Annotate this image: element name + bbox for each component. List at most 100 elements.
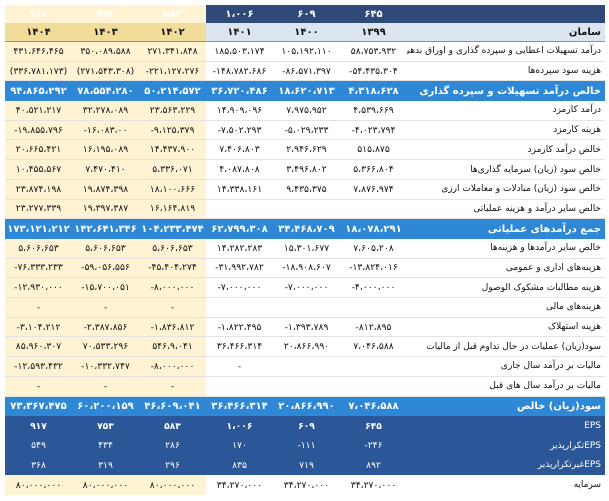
table-row: خالص سود (زیان) مبادلات و معاملات ارزی ۷،… (5, 179, 605, 200)
row-label: EPS (584, 421, 601, 432)
row-value: ۲۰،۶۶۵،۴۲۱ (5, 140, 72, 160)
row-value: ۷،۰۴۶،۵۸۸ (348, 400, 399, 412)
row-label: خالص درآمد تسهیلات و سپرده گذاری (419, 85, 601, 97)
table-row: هزینه‌های اداری و عمومی -۱۳،۸۲۴،۰۱۶ -۱۸،۹۰… (5, 258, 605, 279)
table-row: سود(زیان) عملیات در حال تداوم قبل از مال… (5, 337, 605, 358)
row-value: ۱۸،۱۰۰،۶۶۶ (139, 179, 206, 199)
row-value: -۸۶،۵۷۱،۳۹۷ (282, 65, 331, 77)
financial-table: ۶۴۵ ۶۰۹ ۱،۰۰۶ ۵۸۳ ۷۵۳ ۹۱۷ سامان ۱۳۹۹ ۱۴۰… (5, 5, 605, 495)
table-row: خالص درآمد تسهیلات و سپرده گذاری ۴،۳۱۸،۶۲… (5, 81, 605, 102)
header-top-value: ۱،۰۰۶ (225, 8, 254, 20)
row-value: ۱۴،۲۸۲،۲۸۳ (216, 242, 263, 254)
row-value: ۳۱۹ (72, 455, 139, 476)
row-label: مالیات بر درآمد سال جاری (500, 361, 601, 372)
table-row: EPSغیرتکرارپذیر ۸۹۲ ۷۱۹ ۸۳۵ ۲۹۶ ۳۱۹ ۳۶۸ (5, 455, 605, 476)
row-value: -۱۹،۸۵۵،۷۹۶ (5, 120, 72, 140)
header-top-value: ۶۰۹ (297, 8, 316, 20)
row-value: ۱۶،۱۹۵،۰۸۹ (72, 140, 139, 160)
row-value: ۶۲،۷۹۹،۳۰۸ (211, 223, 268, 235)
row-value: ۴،۳۱۸،۶۲۸ (348, 85, 399, 97)
row-value: ۷،۴۷۰،۴۱۰ (72, 160, 139, 179)
table-row: مالیات بر درآمد سال جاری - -۸،۰۰۰،۰۰۰ -۱۰،۳… (5, 357, 605, 377)
row-label: خالص سایر درآمدها و هزینه‌ها (490, 243, 601, 254)
row-label: هزینه‌های اداری و عمومی (505, 262, 601, 273)
row-value: -۸،۰۰۰،۰۰۰ (139, 278, 206, 298)
row-value: ۶۰۹ (298, 420, 315, 432)
row-value: - (5, 298, 72, 317)
row-value: ۷۱۹ (299, 459, 314, 471)
header-top-label (407, 5, 605, 23)
row-value: -۱۴۸،۷۸۲،۶۸۶ (212, 65, 267, 77)
row-value: -۴۵،۴۰۴،۲۷۴ (139, 258, 206, 278)
table-row: هزینه کارمزد -۴،۰۲۳،۷۹۴ -۵،۰۲۹،۲۳۳ -۷،۵۰۲،۲… (5, 120, 605, 141)
row-value: ۹۱۷ (5, 416, 72, 436)
table-row: EPSتکرارپذیر -۲۴۶ -۱۱۱ ۱۷۰ ۲۸۶ ۴۳۴ ۵۴۹ (5, 435, 605, 456)
row-value: ۵۸،۷۵۳،۹۳۲ (350, 45, 397, 57)
row-value: ۴۳۴ (72, 435, 139, 456)
table-row: سرمایه ۳۴،۲۷۰،۰۰۰ ۳۴،۲۷۰،۰۰۰ ۳۴،۲۷۰،۰۰۰ ۸۰،۰… (5, 475, 605, 495)
row-value: ۸۹۲ (366, 459, 381, 471)
row-value: -۲،۳۸۷،۸۵۶ (72, 317, 139, 337)
row-value: ۳۴،۲۷۰،۰۰۰ (283, 479, 330, 491)
row-value: ۱۸،۶۲۰،۷۱۳ (278, 85, 335, 97)
row-value: ۱،۰۰۶ (226, 420, 253, 432)
row-value: ۴،۰۸۷،۸۰۸ (219, 164, 260, 176)
year-header: ۱۴۰۱ (227, 26, 252, 38)
row-value: ۸۳۵ (232, 459, 247, 471)
row-value (273, 357, 340, 376)
row-value (273, 377, 340, 396)
row-value: -۴،۰۲۳،۷۹۴ (351, 124, 396, 136)
row-value: -۵۹،۰۵۶،۵۵۶ (72, 258, 139, 278)
row-value: -۱۲،۵۹۳،۴۳۲ (5, 357, 72, 376)
row-value (273, 298, 340, 317)
row-value: ۷۸،۵۵۴،۲۸۰ (72, 81, 139, 102)
row-value: ۳۶،۷۲۰،۴۸۶ (211, 85, 268, 97)
row-value (206, 377, 273, 396)
row-value: (۲۷۱،۵۴۳،۳۰۸) (72, 61, 139, 81)
row-value: ۵،۶۰۶،۶۵۳ (72, 238, 139, 258)
row-value: ۱۴،۳۳۸،۱۶۱ (216, 183, 263, 195)
row-value: ۵۱۵،۸۷۵ (357, 144, 390, 156)
row-value: -۱۸،۹۰۸،۶۰۷ (282, 262, 331, 274)
row-value: -۳۱،۹۹۲،۷۸۲ (215, 262, 264, 274)
row-label: EPSتکرارپذیر (550, 440, 601, 451)
table-row: خالص سایر درآمدها و هزینه‌ها ۷،۶۰۵،۲۰۸ ۱۵،… (5, 238, 605, 259)
year-header-row: سامان ۱۳۹۹ ۱۴۰۰ ۱۴۰۱ ۱۴۰۲ ۱۴۰۳ ۱۴۰۴ (5, 23, 605, 42)
row-value: - (72, 376, 139, 396)
row-value: - (237, 360, 242, 372)
row-value: -۲۴۶ (364, 440, 383, 452)
row-value: ۲۷۱،۳۴۱،۸۴۸ (139, 42, 206, 61)
row-value: ۹۴،۸۶۵،۲۹۲ (5, 81, 72, 102)
row-value: ۳،۴۹۶،۸۰۲ (286, 164, 327, 176)
row-label: خالص سایر درآمد و هزینه عملیاتی (473, 203, 601, 214)
row-value: -۵،۰۲۹،۲۳۳ (284, 124, 329, 136)
table-row: درآمد کارمزد ۴،۵۳۹،۶۶۹ ۷،۹۷۵،۹۵۲ ۱۴،۹۰۹،۰۹۶… (5, 101, 605, 121)
row-value: ۱۴۲،۶۴۱،۳۴۶ (72, 219, 139, 239)
table-row: هزینه‌های مالی - - - (5, 298, 605, 318)
row-value: ۵،۶۰۶،۶۵۳ (5, 238, 72, 258)
row-label: هزینه استهلاک (548, 322, 601, 333)
row-value: ۳۴،۲۷۰،۰۰۰ (350, 479, 397, 491)
row-value: -۱۵،۷۰۰،۰۵۱ (72, 278, 139, 298)
row-value: ۸۰،۰۰۰،۰۰۰ (139, 475, 206, 495)
row-value: -۵۴،۴۳۵،۳۰۴ (349, 65, 398, 77)
row-value: ۲۹۶ (139, 455, 206, 476)
row-label: درآمد تسهیلات اعطایی و سپرده گذاری و اور… (407, 46, 601, 57)
row-value: ۸۰،۰۰۰،۰۰۰ (5, 475, 72, 495)
row-value: ۵۸۳ (139, 416, 206, 436)
header-top-value: ۷۵۳ (72, 5, 139, 23)
row-value: ۲۳،۲۷۷،۳۳۹ (5, 199, 72, 219)
row-label: سود(زیان) خالص (516, 400, 601, 412)
row-label: سود(زیان) عملیات در حال تداوم قبل از مال… (426, 341, 601, 352)
row-value: - (5, 376, 72, 396)
year-header: ۱۳۹۹ (361, 26, 386, 38)
table-row: درآمد تسهیلات اعطایی و سپرده گذاری و اور… (5, 42, 605, 62)
row-value: ۱۰،۴۵۵،۵۶۷ (5, 160, 72, 179)
row-value: ۷۵۳ (72, 416, 139, 436)
table-row: خالص درآمد کارمزد ۵۱۵،۸۷۵ ۲،۹۴۶،۶۲۹ ۷،۴۰۶،۸… (5, 140, 605, 161)
year-header: ۱۴۰۰ (294, 26, 319, 38)
header-top-value: ۶۴۵ (364, 8, 383, 20)
row-value: ۳۶،۴۶۶،۳۱۴ (211, 400, 268, 412)
row-label: مالیات بر درآمد سال های قبل (489, 381, 601, 392)
row-label: خالص سود (زیان) مبادلات و معاملات ارزی (441, 184, 601, 195)
